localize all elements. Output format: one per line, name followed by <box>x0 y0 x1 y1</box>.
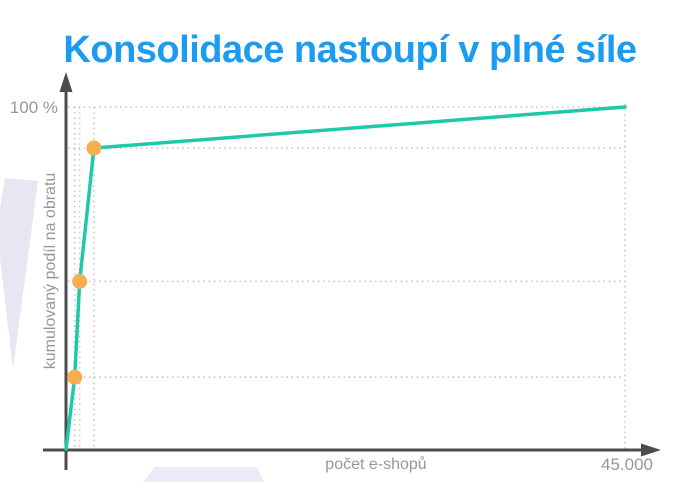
data-point-marker <box>72 273 88 289</box>
y-axis-label: kumulovaný podíl na obratu <box>42 173 59 370</box>
chart-title: Konsolidace nastoupí v plné síle <box>63 29 637 72</box>
data-point-marker <box>67 369 83 385</box>
decoration-band-bottom <box>143 467 264 482</box>
x-axis-label: počet e-shopů <box>325 455 426 473</box>
y-max-tick-label: 100 % <box>10 98 58 117</box>
y-axis-arrowhead-icon <box>59 72 73 92</box>
x-axis-arrowhead-icon <box>641 443 661 457</box>
data-point-marker <box>86 140 102 156</box>
decoration-chevron-left <box>0 178 38 370</box>
data-point-markers <box>67 140 102 385</box>
cumulative-share-line <box>64 105 627 451</box>
grid-lines <box>68 104 626 449</box>
x-max-tick-label: 45.000 <box>601 455 653 474</box>
